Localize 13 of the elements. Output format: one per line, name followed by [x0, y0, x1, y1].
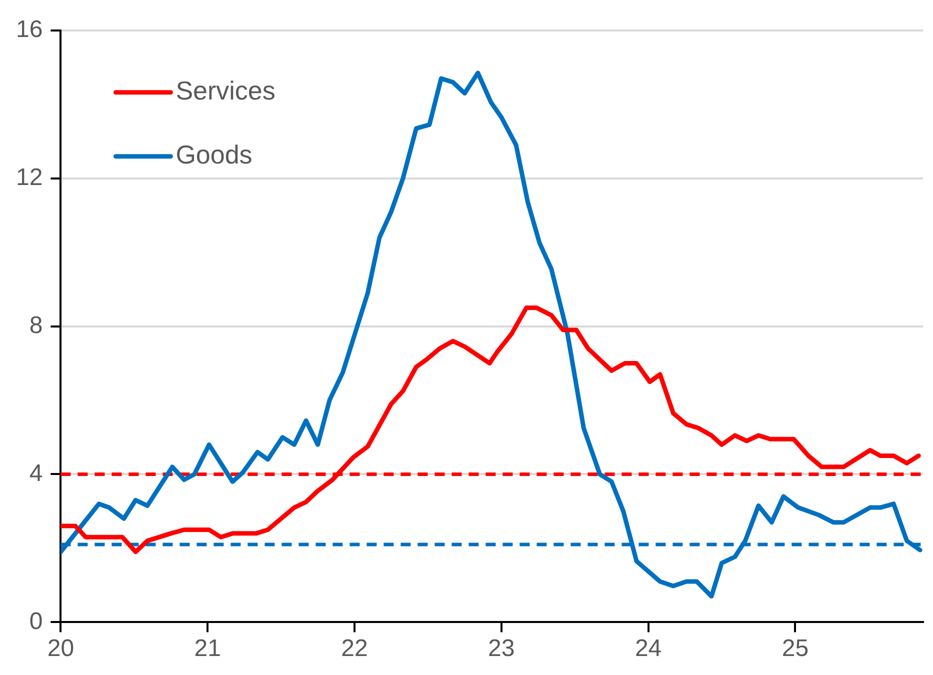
- x-tick-label: 22: [341, 635, 368, 662]
- y-tick-label: 8: [29, 312, 43, 339]
- y-tick-label: 16: [16, 16, 43, 44]
- legend-label: Goods: [176, 140, 252, 170]
- legend-label: Services: [176, 76, 276, 106]
- y-tick-label: 0: [29, 608, 43, 635]
- y-tick-label: 12: [16, 164, 43, 191]
- x-tick-label: 23: [488, 635, 515, 662]
- x-tick-label: 24: [634, 635, 662, 662]
- y-tick-label: 4: [29, 460, 43, 487]
- x-tick-label: 21: [194, 635, 221, 662]
- x-tick-label: 25: [782, 635, 809, 662]
- x-tick-label: 20: [47, 635, 74, 662]
